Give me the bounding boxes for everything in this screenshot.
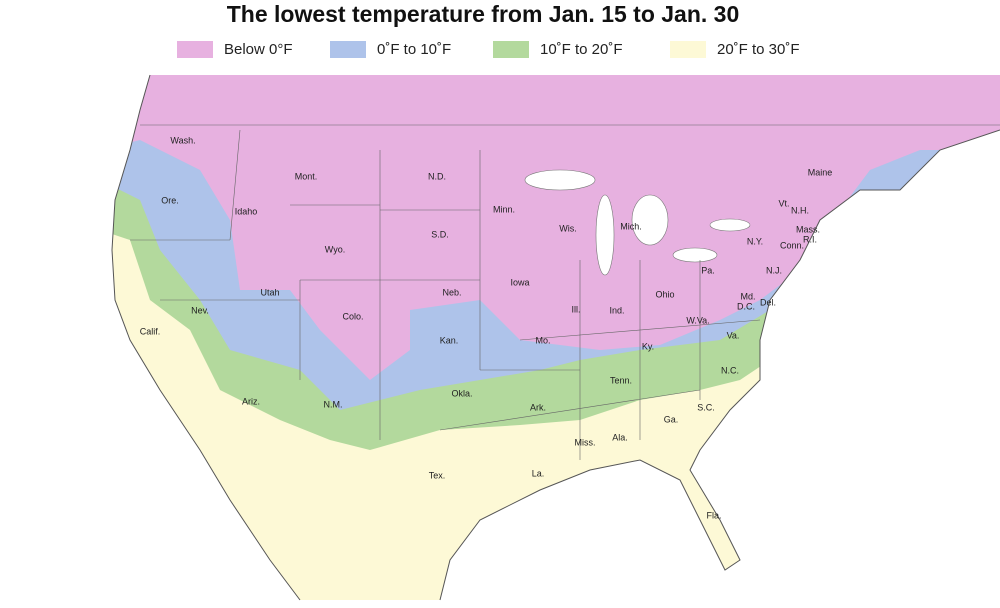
state-label: Iowa: [510, 277, 529, 287]
state-label: Pa.: [701, 265, 715, 275]
state-label: Wyo.: [325, 244, 345, 254]
state-label: Okla.: [451, 388, 472, 398]
state-label: Colo.: [342, 311, 363, 321]
state-label: Fla.: [706, 510, 721, 520]
legend: Below 0°F 0˚F to 10˚F 10˚F to 20˚F 20˚F to …: [177, 41, 800, 58]
title: The lowest temperature from Jan. 15 to J…: [227, 1, 740, 27]
state-label: Conn.: [780, 240, 804, 250]
state-label: Maine: [808, 167, 833, 177]
legend-swatch: [330, 41, 366, 58]
state-label: N.C.: [721, 365, 739, 375]
state-label: Va.: [727, 330, 740, 340]
state-label: Ga.: [664, 414, 679, 424]
state-label: Ore.: [161, 195, 179, 205]
state-label: N.D.: [428, 171, 446, 181]
state-label: Ill.: [572, 304, 581, 314]
state-label: W.Va.: [686, 315, 709, 325]
state-label: N.J.: [766, 265, 782, 275]
state-label: Kan.: [440, 335, 459, 345]
state-label: Mo.: [535, 335, 550, 345]
state-label: Ohio: [655, 289, 674, 299]
state-label: N.M.: [324, 399, 343, 409]
state-label: S.C.: [697, 402, 715, 412]
legend-swatch: [493, 41, 529, 58]
coastline: [111, 74, 1000, 601]
state-label: R.I.: [803, 234, 817, 244]
state-label: Idaho: [235, 206, 258, 216]
lakes: [524, 169, 751, 276]
state-label: D.C.: [737, 301, 755, 311]
state-label: N.H.: [791, 205, 809, 215]
state-label: Utah: [260, 287, 279, 297]
legend-label: 10˚F to 20˚F: [540, 41, 623, 58]
state-label: Neb.: [442, 287, 461, 297]
state-label: Mont.: [295, 171, 318, 181]
state-label: Ariz.: [242, 396, 260, 406]
legend-label: Below 0°F: [224, 41, 293, 58]
state-label: Ala.: [612, 432, 628, 442]
state-label: La.: [532, 468, 545, 478]
band-below-0: [112, 75, 1000, 380]
state-label: Wis.: [559, 223, 577, 233]
state-label: Ark.: [530, 402, 546, 412]
state-labels: Wash. Mont. N.D. Minn. Ore. Idaho S.D. Wis. Mich…: [140, 135, 833, 520]
state-label: Miss.: [575, 437, 596, 447]
legend-label: 20˚F to 30˚F: [717, 41, 800, 58]
state-label: Minn.: [493, 204, 515, 214]
state-label: Del.: [760, 297, 776, 307]
state-label: S.D.: [431, 229, 449, 239]
state-label: Mass.: [796, 224, 820, 234]
state-label: Ind.: [609, 305, 624, 315]
state-label: Tex.: [429, 470, 446, 480]
state-label: Wash.: [170, 135, 195, 145]
state-label: Mich.: [620, 221, 642, 231]
borders: [130, 124, 1000, 460]
legend-label: 0˚F to 10˚F: [377, 41, 451, 58]
state-label: Nev.: [191, 305, 209, 315]
state-label: Tenn.: [610, 375, 632, 385]
state-label: N.Y.: [747, 236, 763, 246]
legend-swatch: [670, 41, 706, 58]
state-label: Calif.: [140, 326, 161, 336]
state-label: Vt.: [778, 198, 789, 208]
legend-swatch: [177, 41, 213, 58]
state-label: Md.: [740, 291, 755, 301]
state-label: Ky.: [642, 341, 654, 351]
